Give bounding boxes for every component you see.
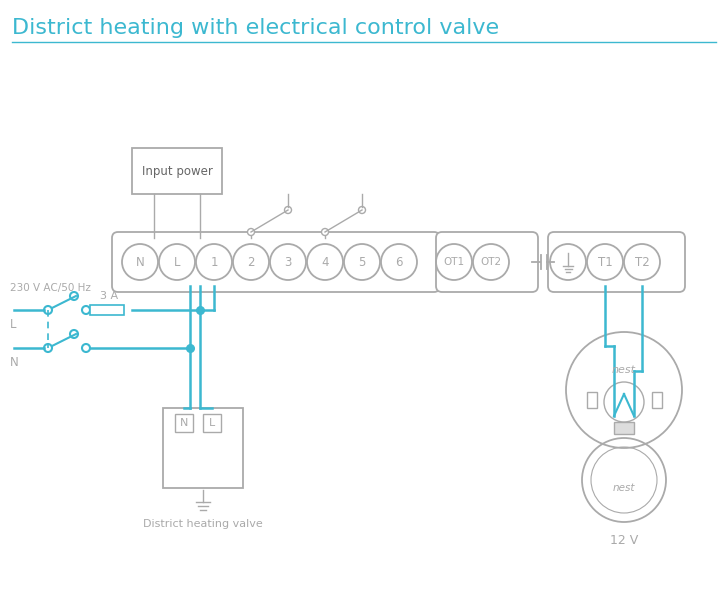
Text: 3 A: 3 A — [100, 291, 118, 301]
Text: 230 V AC/50 Hz: 230 V AC/50 Hz — [10, 283, 91, 293]
Text: District heating with electrical control valve: District heating with electrical control… — [12, 18, 499, 38]
Text: OT2: OT2 — [480, 257, 502, 267]
Bar — [132, 148, 222, 194]
Circle shape — [285, 207, 291, 213]
Bar — [175, 414, 193, 432]
Text: T2: T2 — [635, 255, 649, 268]
Text: Input power: Input power — [141, 165, 213, 178]
Text: nest: nest — [612, 365, 636, 375]
FancyBboxPatch shape — [112, 232, 440, 292]
Text: District heating valve: District heating valve — [143, 519, 263, 529]
Circle shape — [358, 207, 365, 213]
Bar — [163, 408, 243, 488]
Text: 12 V: 12 V — [610, 533, 638, 546]
Circle shape — [70, 292, 78, 300]
Bar — [587, 392, 597, 408]
Text: N: N — [180, 418, 188, 428]
Text: nest: nest — [613, 483, 636, 493]
Circle shape — [248, 229, 255, 235]
Circle shape — [82, 306, 90, 314]
Circle shape — [70, 330, 78, 338]
Circle shape — [44, 344, 52, 352]
Text: 5: 5 — [358, 255, 365, 268]
Text: L: L — [174, 255, 181, 268]
FancyBboxPatch shape — [436, 232, 538, 292]
Bar — [203, 414, 221, 432]
Text: 2: 2 — [248, 255, 255, 268]
Bar — [90, 305, 124, 315]
Bar — [652, 392, 662, 408]
Text: 1: 1 — [210, 255, 218, 268]
Text: T1: T1 — [598, 255, 612, 268]
Text: 6: 6 — [395, 255, 403, 268]
Circle shape — [44, 306, 52, 314]
Text: 3: 3 — [285, 255, 292, 268]
Text: L: L — [10, 318, 17, 330]
Text: OT1: OT1 — [443, 257, 464, 267]
Text: L: L — [209, 418, 215, 428]
Text: N: N — [10, 355, 19, 368]
Bar — [614, 422, 634, 434]
Text: N: N — [135, 255, 144, 268]
Circle shape — [82, 344, 90, 352]
Text: 4: 4 — [321, 255, 329, 268]
FancyBboxPatch shape — [548, 232, 685, 292]
Circle shape — [322, 229, 328, 235]
